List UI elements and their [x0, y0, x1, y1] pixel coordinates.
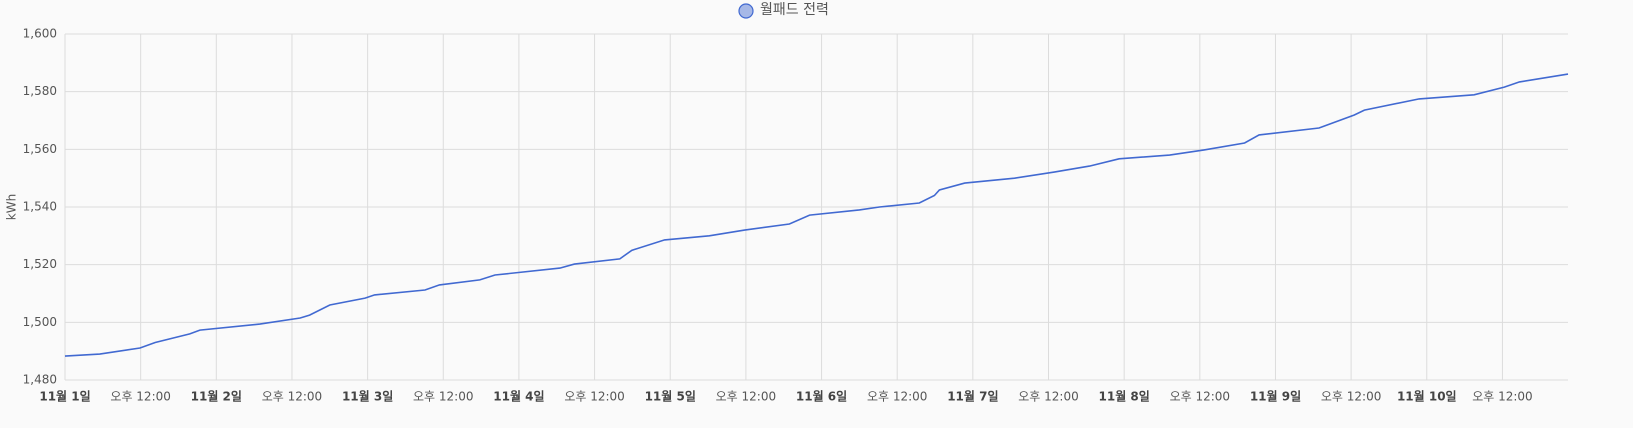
y-tick-label: 1,520 [23, 257, 57, 271]
x-tick-label: 11월 6일 [796, 389, 847, 404]
x-tick-label: 오후 12:00 [1472, 390, 1532, 404]
x-tick-label: 오후 12:00 [110, 390, 170, 404]
x-tick-label: 11월 9일 [1250, 389, 1301, 404]
x-tick-label: 오후 12:00 [564, 390, 624, 404]
x-tick-label: 11월 4일 [493, 389, 544, 404]
x-tick-label: 11월 2일 [191, 389, 242, 404]
legend-label: 월패드 전력 [760, 2, 829, 18]
y-tick-label: 1,480 [23, 373, 57, 387]
legend-marker [738, 3, 754, 19]
y-tick-label: 1,560 [23, 142, 57, 156]
x-tick-label: 오후 12:00 [1170, 390, 1230, 404]
x-tick-label: 11월 1일 [39, 389, 90, 404]
x-tick-label: 오후 12:00 [1018, 390, 1078, 404]
x-tick-label: 오후 12:00 [1321, 390, 1381, 404]
y-tick-label: 1,540 [23, 200, 57, 214]
x-tick-label: 오후 12:00 [413, 390, 473, 404]
x-tick-label: 오후 12:00 [867, 390, 927, 404]
x-tick-label: 11월 7일 [947, 389, 998, 404]
x-tick-label: 오후 12:00 [262, 390, 322, 404]
x-tick-label: 11월 5일 [645, 389, 696, 404]
x-tick-label: 11월 8일 [1099, 389, 1150, 404]
x-tick-label: 11월 3일 [342, 389, 393, 404]
y-axis-label: kWh [5, 194, 19, 220]
y-tick-label: 1,580 [23, 84, 57, 98]
y-tick-label: 1,600 [23, 27, 57, 41]
y-tick-label: 1,500 [23, 315, 57, 329]
x-tick-label: 11월 10일 [1397, 389, 1457, 404]
data-line [64, 73, 1569, 357]
x-tick-label: 오후 12:00 [716, 390, 776, 404]
